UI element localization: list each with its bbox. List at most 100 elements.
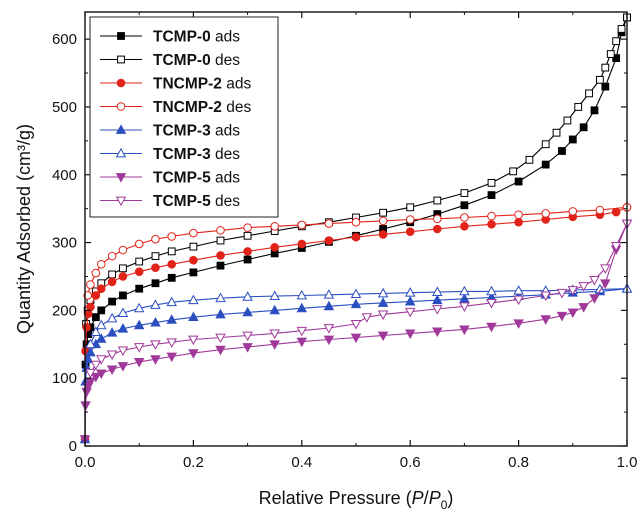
series-tcmp-0-ads [81, 13, 631, 444]
data-point-tcmp-0-des [541, 140, 550, 149]
data-point-tcmp-0-des [612, 37, 621, 46]
data-point-tcmp-0-ads [97, 306, 106, 315]
data-point-tncmp-2-des [83, 291, 93, 300]
legend-swatch-marker [115, 173, 127, 183]
data-point-tcmp-5-des [540, 291, 551, 302]
data-point-tcmp-0-des [119, 264, 127, 273]
data-point-tncmp-2-ads [514, 217, 523, 227]
y-tick-label: 200 [52, 302, 77, 319]
data-point-tncmp-2-ads [189, 255, 198, 265]
x-axis-title: Relative Pressure (P/P0) [259, 488, 454, 512]
data-point-tncmp-2-ads [134, 267, 144, 277]
legend-label: TCMP-5 ads [153, 170, 240, 187]
data-point-tncmp-2-ads [351, 232, 361, 242]
data-point-tcmp-5-des [96, 355, 107, 365]
data-point-tcmp-0-des [585, 89, 593, 98]
data-point-tcmp-3-des [432, 286, 443, 296]
data-point-tncmp-2-ads [487, 219, 496, 229]
data-point-tcmp-5-ads [188, 349, 199, 359]
data-point-tncmp-2-des [216, 226, 225, 235]
legend-label-name: TCMP-3 [153, 146, 211, 163]
data-point-tcmp-0-ads [151, 279, 160, 288]
legend-label-suffix: ads [211, 170, 241, 187]
legend-label-suffix: ads [211, 29, 241, 46]
data-point-tcmp-5-des [567, 286, 579, 296]
data-point-tncmp-2-des [91, 268, 101, 278]
data-point-tcmp-0-des [379, 208, 388, 217]
data-point-tcmp-5-ads [117, 362, 129, 372]
data-point-tncmp-2-ads [151, 263, 160, 272]
data-point-tcmp-0-des [574, 103, 583, 111]
data-point-tcmp-5-des [556, 288, 568, 299]
x-tick-label: 0.8 [508, 454, 529, 471]
y-tick-label: 500 [52, 99, 77, 116]
y-tick-label: 400 [52, 167, 77, 184]
x-axis-title-p0: P [429, 488, 441, 508]
legend-swatch-marker [116, 78, 126, 88]
data-point-tcmp-0-des [167, 247, 176, 256]
data-point-tncmp-2-des [405, 215, 415, 224]
data-point-tncmp-2-des [378, 216, 388, 226]
data-point-tcmp-3-des [269, 290, 280, 301]
data-point-tcmp-5-des [242, 331, 253, 342]
data-point-tncmp-2-ads [270, 243, 280, 252]
data-point-tncmp-2-des [487, 211, 496, 221]
x-axis-title-slash: / [424, 488, 429, 508]
data-point-tcmp-0-ads [119, 291, 127, 300]
x-axis-title-prefix: Relative Pressure ( [259, 488, 412, 508]
legend-label-name: TNCMP-2 [153, 99, 222, 116]
legend-swatch-marker [116, 102, 126, 111]
x-axis-title-p: P [412, 488, 424, 508]
data-point-tcmp-0-des [596, 75, 604, 84]
legend-item-tcmp-3-des: TCMP-3 des [100, 146, 240, 163]
data-point-tcmp-0-des [433, 196, 442, 205]
data-point-tcmp-5-des [90, 360, 102, 371]
series-tcmp-3-ads [79, 283, 633, 444]
legend-label-suffix: ads [222, 76, 252, 93]
data-point-tncmp-2-ads [324, 236, 334, 245]
legend-label-name: TCMP-0 [153, 52, 211, 69]
data-point-tcmp-0-ads [189, 268, 198, 277]
data-point-tncmp-2-ads [96, 284, 106, 293]
legend-label: TNCMP-2 des [153, 99, 251, 116]
legend-label-suffix: des [222, 99, 252, 116]
legend-label-suffix: des [211, 193, 241, 210]
data-point-tcmp-3-des [96, 319, 107, 330]
data-point-tcmp-0-ads [558, 147, 566, 155]
data-point-tcmp-5-des [513, 295, 524, 306]
data-point-tncmp-2-des [460, 213, 469, 222]
data-point-tcmp-3-ads [166, 314, 177, 324]
data-point-tcmp-0-ads [460, 201, 469, 210]
data-point-tcmp-0-des [617, 25, 626, 33]
data-point-tcmp-5-des [85, 368, 96, 379]
data-point-tcmp-3-ads [150, 316, 161, 327]
x-tick-label: 0.6 [400, 454, 421, 471]
y-axis: 0 100 200 300 400 500 600 [52, 31, 627, 455]
data-point-tcmp-3-des [296, 289, 308, 300]
data-point-tcmp-5-des [188, 335, 199, 346]
data-point-tcmp-3-des [215, 292, 226, 303]
data-point-tcmp-5-ads [215, 345, 226, 356]
data-point-tncmp-2-des [297, 220, 307, 230]
data-point-tcmp-5-des [133, 343, 145, 353]
data-point-tcmp-0-ads [612, 54, 621, 63]
data-point-tcmp-0-des [151, 252, 160, 261]
legend-item-tcmp-0-ads: TCMP-0 ads [100, 29, 240, 46]
legend-label: TCMP-5 des [153, 193, 240, 210]
data-point-tncmp-2-ads [82, 323, 91, 332]
data-point-tcmp-0-des [189, 242, 198, 251]
legend-item-tncmp-2-ads: TNCMP-2 ads [100, 76, 251, 93]
data-point-tcmp-0-ads [216, 261, 225, 270]
data-point-tcmp-5-des [404, 307, 416, 318]
data-point-tcmp-0-des [460, 189, 469, 197]
data-point-tcmp-3-des [459, 285, 470, 296]
legend-label: TCMP-3 des [153, 146, 240, 163]
data-point-tcmp-0-des [525, 155, 534, 164]
series-tncmp-2-des [83, 203, 632, 300]
data-point-tcmp-0-des [601, 63, 610, 72]
data-point-tcmp-3-des [350, 288, 362, 298]
legend-label-name: TCMP-5 [153, 193, 211, 210]
data-point-tcmp-3-des [404, 287, 416, 297]
series-line-tcmp-5-ads [84, 223, 628, 440]
